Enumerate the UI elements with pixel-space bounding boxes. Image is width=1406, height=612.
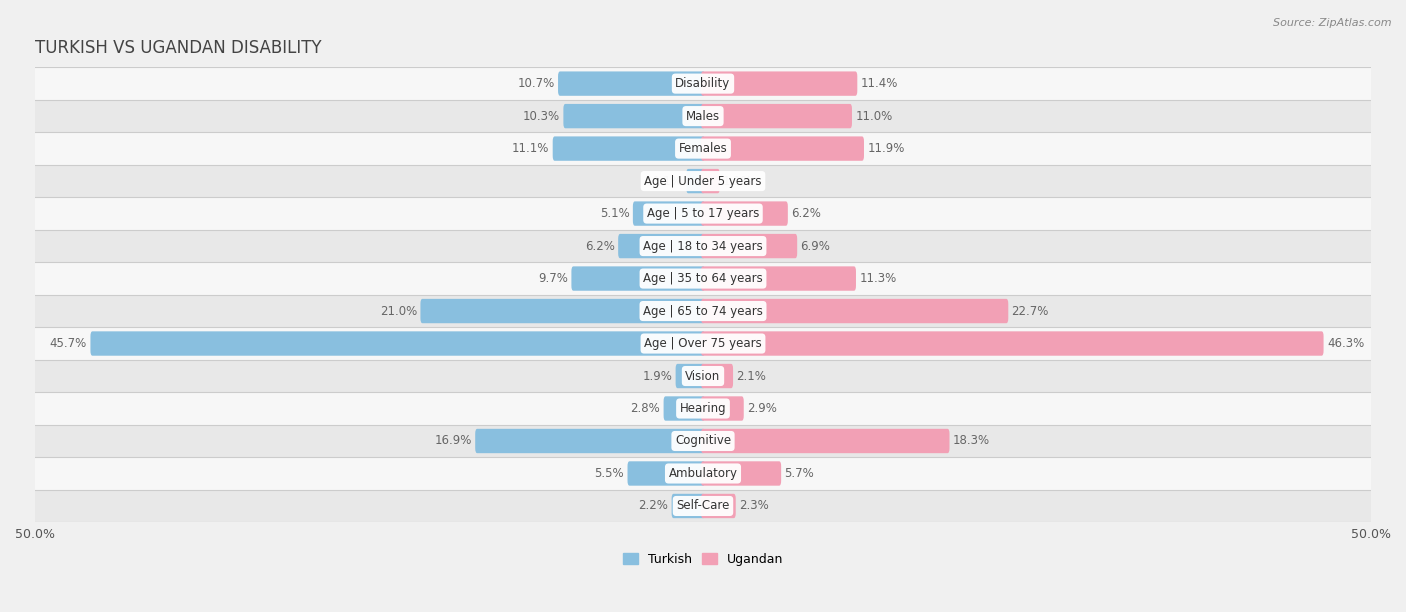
Text: 10.7%: 10.7% bbox=[517, 77, 555, 90]
FancyBboxPatch shape bbox=[702, 72, 858, 96]
FancyBboxPatch shape bbox=[702, 266, 856, 291]
FancyBboxPatch shape bbox=[676, 364, 704, 388]
FancyBboxPatch shape bbox=[702, 397, 744, 420]
Text: Males: Males bbox=[686, 110, 720, 122]
Bar bbox=[35, 263, 1371, 295]
FancyBboxPatch shape bbox=[90, 331, 704, 356]
Text: Age | 5 to 17 years: Age | 5 to 17 years bbox=[647, 207, 759, 220]
Bar bbox=[35, 425, 1371, 457]
Bar bbox=[35, 100, 1371, 132]
Text: Vision: Vision bbox=[685, 370, 721, 382]
Text: 11.0%: 11.0% bbox=[855, 110, 893, 122]
FancyBboxPatch shape bbox=[420, 299, 704, 323]
FancyBboxPatch shape bbox=[558, 72, 704, 96]
FancyBboxPatch shape bbox=[619, 234, 704, 258]
Text: 2.8%: 2.8% bbox=[630, 402, 661, 415]
Bar bbox=[35, 295, 1371, 327]
Text: 6.2%: 6.2% bbox=[792, 207, 821, 220]
Text: 2.1%: 2.1% bbox=[737, 370, 766, 382]
Text: 5.7%: 5.7% bbox=[785, 467, 814, 480]
Text: 16.9%: 16.9% bbox=[434, 435, 472, 447]
FancyBboxPatch shape bbox=[702, 461, 782, 486]
Text: 10.3%: 10.3% bbox=[523, 110, 560, 122]
Text: 11.4%: 11.4% bbox=[860, 77, 898, 90]
Bar bbox=[35, 132, 1371, 165]
Text: TURKISH VS UGANDAN DISABILITY: TURKISH VS UGANDAN DISABILITY bbox=[35, 40, 322, 58]
Bar bbox=[35, 490, 1371, 522]
FancyBboxPatch shape bbox=[564, 104, 704, 129]
Text: 2.3%: 2.3% bbox=[740, 499, 769, 512]
Text: Age | 18 to 34 years: Age | 18 to 34 years bbox=[643, 239, 763, 253]
Text: 46.3%: 46.3% bbox=[1327, 337, 1364, 350]
Text: 5.1%: 5.1% bbox=[600, 207, 630, 220]
Text: Age | 65 to 74 years: Age | 65 to 74 years bbox=[643, 305, 763, 318]
Text: 9.7%: 9.7% bbox=[538, 272, 568, 285]
FancyBboxPatch shape bbox=[702, 136, 865, 161]
Text: Age | 35 to 64 years: Age | 35 to 64 years bbox=[643, 272, 763, 285]
Bar bbox=[35, 392, 1371, 425]
Text: 21.0%: 21.0% bbox=[380, 305, 418, 318]
FancyBboxPatch shape bbox=[686, 169, 704, 193]
Text: Self-Care: Self-Care bbox=[676, 499, 730, 512]
Text: 11.9%: 11.9% bbox=[868, 142, 904, 155]
Text: 2.2%: 2.2% bbox=[638, 499, 668, 512]
Bar bbox=[35, 360, 1371, 392]
Text: 22.7%: 22.7% bbox=[1011, 305, 1049, 318]
Bar bbox=[35, 457, 1371, 490]
FancyBboxPatch shape bbox=[702, 429, 949, 453]
Bar bbox=[35, 67, 1371, 100]
Text: Hearing: Hearing bbox=[679, 402, 727, 415]
FancyBboxPatch shape bbox=[702, 234, 797, 258]
Text: 11.1%: 11.1% bbox=[512, 142, 550, 155]
FancyBboxPatch shape bbox=[702, 104, 852, 129]
Bar bbox=[35, 165, 1371, 197]
FancyBboxPatch shape bbox=[702, 331, 1323, 356]
Text: Cognitive: Cognitive bbox=[675, 435, 731, 447]
Text: 45.7%: 45.7% bbox=[49, 337, 87, 350]
Legend: Turkish, Ugandan: Turkish, Ugandan bbox=[617, 548, 789, 570]
FancyBboxPatch shape bbox=[702, 299, 1008, 323]
Text: Females: Females bbox=[679, 142, 727, 155]
FancyBboxPatch shape bbox=[553, 136, 704, 161]
Text: 1.1%: 1.1% bbox=[723, 174, 754, 188]
Text: 6.2%: 6.2% bbox=[585, 239, 614, 253]
FancyBboxPatch shape bbox=[702, 201, 787, 226]
Bar bbox=[35, 327, 1371, 360]
Text: Age | Over 75 years: Age | Over 75 years bbox=[644, 337, 762, 350]
Bar bbox=[35, 230, 1371, 263]
FancyBboxPatch shape bbox=[633, 201, 704, 226]
FancyBboxPatch shape bbox=[627, 461, 704, 486]
Text: 6.9%: 6.9% bbox=[800, 239, 831, 253]
FancyBboxPatch shape bbox=[664, 397, 704, 420]
FancyBboxPatch shape bbox=[702, 169, 720, 193]
Text: Ambulatory: Ambulatory bbox=[668, 467, 738, 480]
Text: 11.3%: 11.3% bbox=[859, 272, 897, 285]
Text: 2.9%: 2.9% bbox=[747, 402, 778, 415]
Text: Disability: Disability bbox=[675, 77, 731, 90]
Text: 1.9%: 1.9% bbox=[643, 370, 672, 382]
Text: Source: ZipAtlas.com: Source: ZipAtlas.com bbox=[1274, 18, 1392, 28]
FancyBboxPatch shape bbox=[672, 494, 704, 518]
Text: Age | Under 5 years: Age | Under 5 years bbox=[644, 174, 762, 188]
Text: 5.5%: 5.5% bbox=[595, 467, 624, 480]
FancyBboxPatch shape bbox=[702, 364, 733, 388]
FancyBboxPatch shape bbox=[571, 266, 704, 291]
Bar bbox=[35, 197, 1371, 230]
FancyBboxPatch shape bbox=[475, 429, 704, 453]
Text: 1.1%: 1.1% bbox=[652, 174, 683, 188]
Text: 18.3%: 18.3% bbox=[953, 435, 990, 447]
FancyBboxPatch shape bbox=[702, 494, 735, 518]
